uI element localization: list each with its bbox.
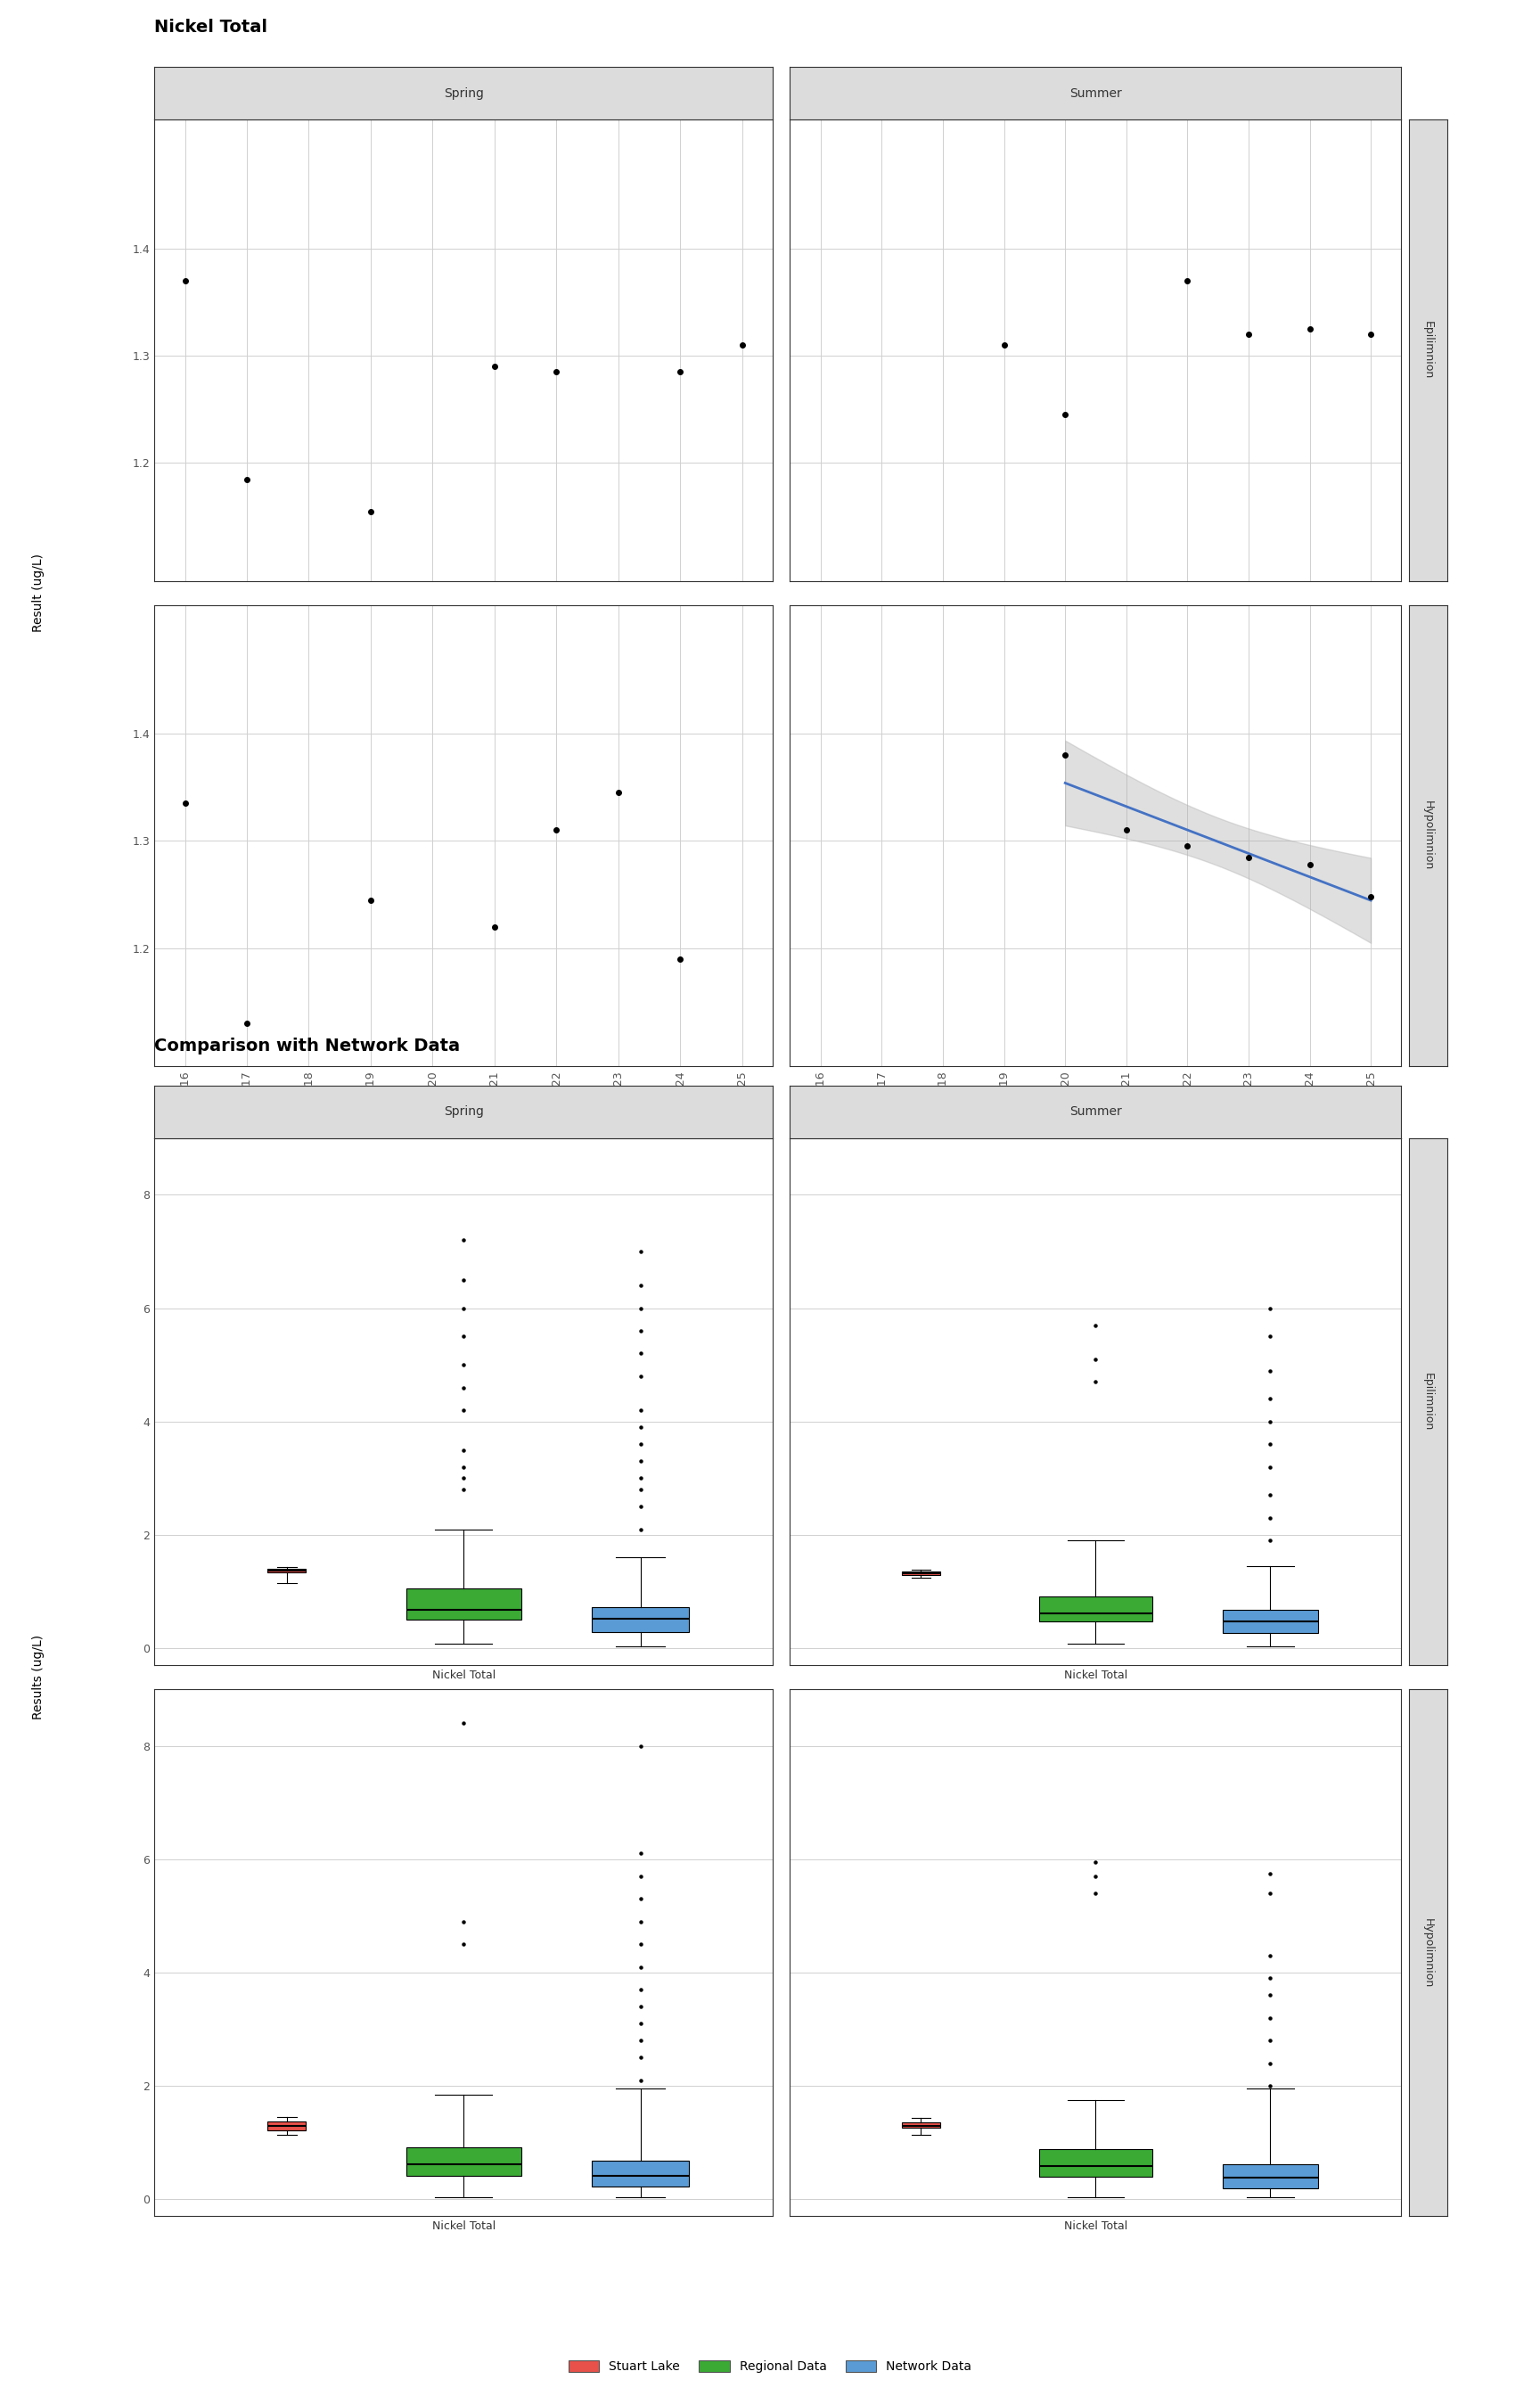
Point [359, 491, 383, 530]
Text: Epilimnion: Epilimnion [1423, 321, 1434, 379]
Point [234, 460, 259, 498]
PathPatch shape [591, 1608, 688, 1632]
Point [544, 352, 568, 391]
Text: Summer: Summer [1070, 86, 1121, 101]
PathPatch shape [1040, 1596, 1152, 1622]
Point [668, 352, 693, 391]
PathPatch shape [407, 2147, 521, 2176]
PathPatch shape [1223, 1610, 1318, 1634]
Point [1297, 309, 1321, 347]
Point [1175, 827, 1200, 865]
PathPatch shape [1223, 2164, 1318, 2188]
Point [1358, 316, 1383, 355]
Point [234, 1004, 259, 1042]
Point [1053, 395, 1078, 434]
Legend: Stuart Lake, Regional Data, Network Data: Stuart Lake, Regional Data, Network Data [564, 2355, 976, 2377]
PathPatch shape [1040, 2149, 1152, 2176]
Text: Comparison with Network Data: Comparison with Network Data [154, 1037, 460, 1054]
Point [482, 908, 507, 946]
Point [1358, 877, 1383, 915]
Text: Results (ug/L): Results (ug/L) [32, 1634, 45, 1720]
Point [172, 783, 197, 822]
Point [1113, 812, 1138, 851]
Point [1053, 736, 1078, 774]
PathPatch shape [268, 1569, 306, 1572]
Point [482, 347, 507, 386]
PathPatch shape [268, 2120, 306, 2130]
Text: Result (ug/L): Result (ug/L) [32, 553, 45, 633]
PathPatch shape [902, 2123, 941, 2128]
Point [1237, 316, 1261, 355]
PathPatch shape [407, 1589, 521, 1620]
Text: Hypolimnion: Hypolimnion [1423, 800, 1434, 870]
Text: Spring: Spring [444, 86, 484, 101]
Point [1237, 839, 1261, 877]
Point [992, 326, 1016, 364]
Point [544, 812, 568, 851]
Point [730, 326, 755, 364]
Text: Epilimnion: Epilimnion [1423, 1373, 1434, 1430]
Text: Hypolimnion: Hypolimnion [1423, 1917, 1434, 1989]
Text: Summer: Summer [1070, 1105, 1121, 1119]
Text: Nickel Total: Nickel Total [154, 19, 266, 36]
Point [668, 939, 693, 978]
PathPatch shape [591, 2161, 688, 2188]
Text: Spring: Spring [444, 1105, 484, 1119]
Point [359, 882, 383, 920]
PathPatch shape [902, 1572, 941, 1574]
Point [1175, 261, 1200, 300]
Point [172, 261, 197, 300]
Point [605, 774, 630, 812]
Point [1297, 846, 1321, 884]
